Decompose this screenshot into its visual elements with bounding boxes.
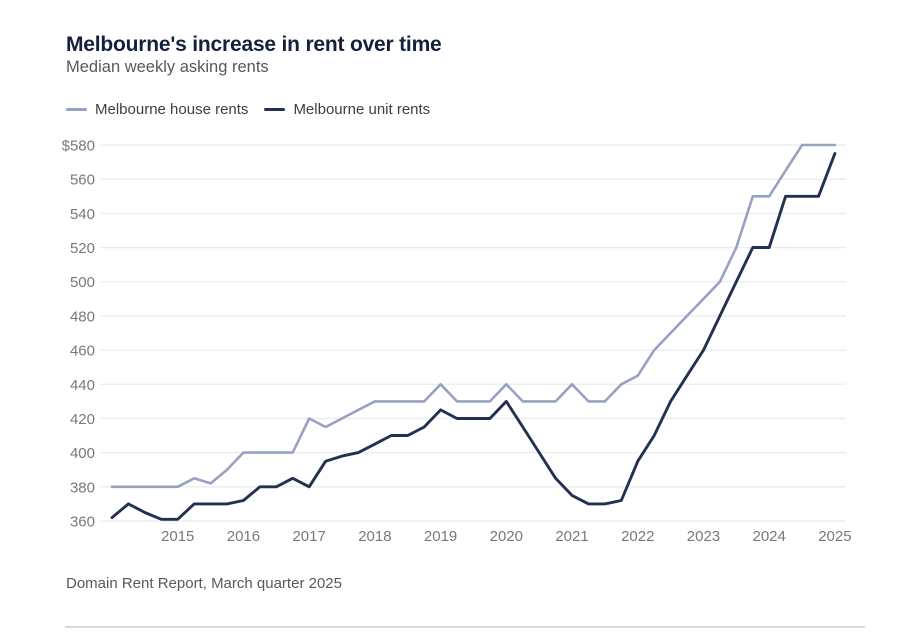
legend-label-house-rents: Melbourne house rents bbox=[95, 101, 249, 118]
y-axis-tick-label: 380 bbox=[70, 479, 95, 496]
chart-legend: Melbourne house rents Melbourne unit ren… bbox=[66, 101, 430, 118]
legend-item-house-rents: Melbourne house rents bbox=[66, 101, 248, 118]
x-axis-tick-label: 2018 bbox=[358, 528, 391, 545]
unit-rents-swatch bbox=[264, 108, 286, 111]
house-rents-line bbox=[110, 143, 837, 489]
x-axis-tick-label: 2019 bbox=[424, 528, 457, 545]
x-axis-tick-label: 2021 bbox=[555, 528, 588, 545]
y-axis-tick-label: 500 bbox=[70, 274, 95, 291]
legend-label-unit-rents: Melbourne unit rents bbox=[293, 101, 431, 118]
x-axis-tick-label: 2025 bbox=[818, 528, 851, 545]
x-axis-tick-label: 2020 bbox=[490, 528, 523, 545]
line-chart: 360 380 400 420 440 460 480 500 520 540 560 $580 201… bbox=[0, 130, 899, 560]
y-axis-tick-label: 480 bbox=[70, 308, 95, 325]
chart-subtitle: Median weekly asking rents bbox=[66, 58, 269, 76]
unit-rents-line bbox=[110, 152, 837, 521]
y-axis-tick-label: 520 bbox=[70, 240, 95, 257]
house-rents-swatch bbox=[66, 108, 87, 111]
legend-item-unit-rents: Melbourne unit rents bbox=[264, 101, 430, 118]
y-axis-tick-label: 420 bbox=[70, 411, 95, 428]
y-axis-tick-label: $580 bbox=[62, 138, 95, 155]
x-axis-tick-label: 2016 bbox=[227, 528, 260, 545]
y-axis-tick-label: 400 bbox=[70, 445, 95, 462]
bottom-divider bbox=[65, 626, 865, 628]
y-axis-tick-label: 540 bbox=[70, 206, 95, 223]
y-axis-tick-label: 360 bbox=[70, 514, 95, 531]
source-note: Domain Rent Report, March quarter 2025 bbox=[66, 575, 342, 592]
page-title: Melbourne's increase in rent over time bbox=[66, 33, 442, 57]
rent-chart-svg: 360 380 400 420 440 460 480 500 520 540 560 $580 201… bbox=[62, 138, 852, 546]
y-axis-tick-label: 460 bbox=[70, 343, 95, 360]
y-axis-tick-label: 560 bbox=[70, 172, 95, 189]
x-axis-tick-label: 2022 bbox=[621, 528, 654, 545]
x-axis-tick-label: 2015 bbox=[161, 528, 194, 545]
x-axis-tick-label: 2024 bbox=[753, 528, 786, 545]
x-axis-tick-label: 2023 bbox=[687, 528, 720, 545]
y-axis-tick-label: 440 bbox=[70, 377, 95, 394]
x-axis-tick-label: 2017 bbox=[292, 528, 325, 545]
